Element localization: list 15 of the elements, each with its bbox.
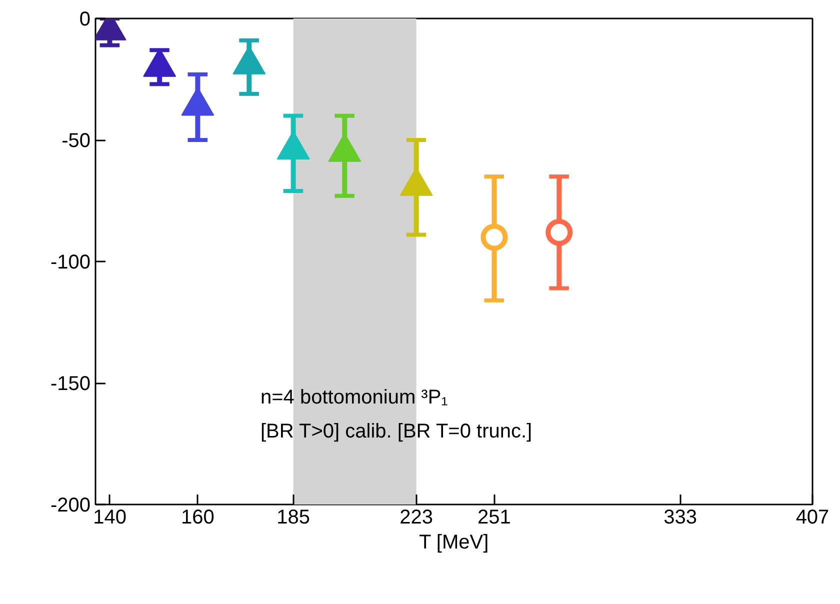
x-tick-label: 223 [400,506,434,528]
y-tick-label: 0 [79,8,90,30]
x-axis-title: T [MeV] [418,532,489,554]
y-tick-label: -200 [50,494,90,516]
x-tick-label: 251 [478,506,511,528]
y-tick-label: -100 [50,252,90,274]
x-tick-label: 160 [181,506,214,528]
x-tick-label: 185 [276,506,310,528]
y-tick-label: -150 [50,373,90,395]
x-tick-label: 333 [664,506,698,528]
x-tick-label: 407 [796,506,830,528]
annotation: n=4 bottomonium ³P₁ [260,386,448,408]
y-tick-label: -50 [62,130,90,152]
x-tick-label: 140 [93,506,126,528]
annotation: [BR T>0] calib. [BR T=0 trunc.] [260,420,532,442]
